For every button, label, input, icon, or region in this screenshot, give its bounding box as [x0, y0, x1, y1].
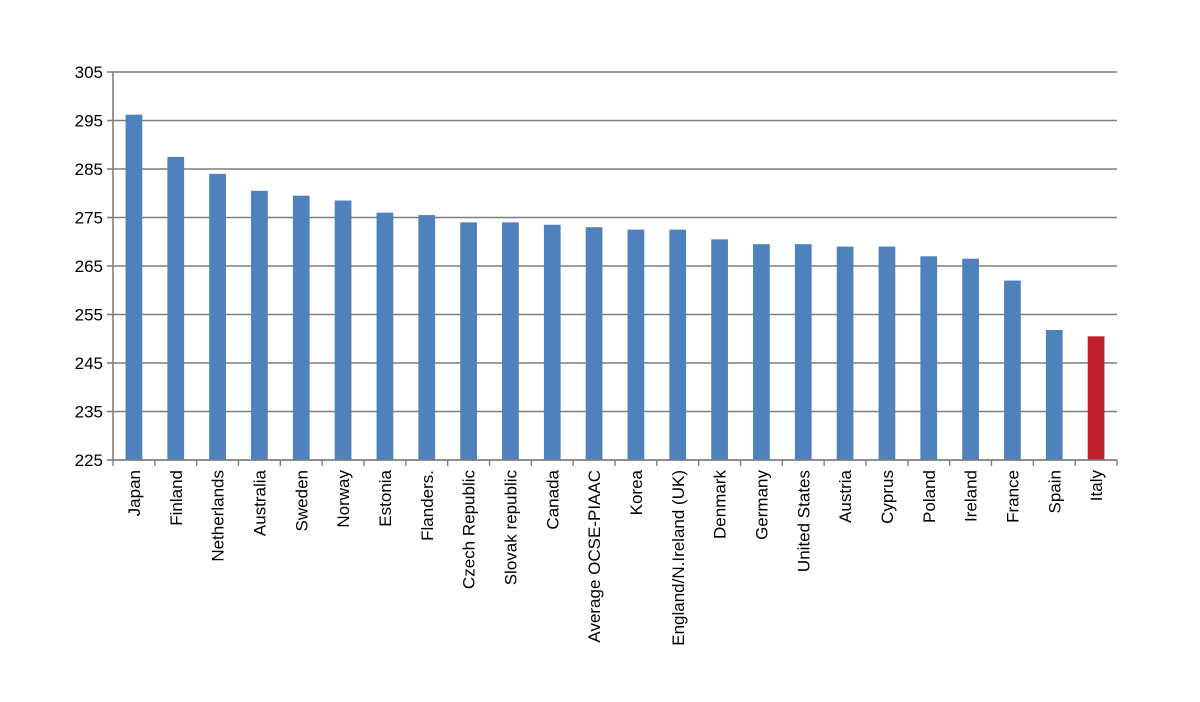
y-tick-label: 285: [75, 160, 103, 179]
bar-average-ocse-piaac: [585, 227, 603, 460]
bar-netherlands: [209, 173, 226, 460]
x-category-label: Norway: [334, 470, 353, 528]
x-category-label: Netherlands: [209, 470, 228, 562]
x-category-label: Denmark: [711, 470, 730, 539]
x-category-label: Poland: [920, 470, 939, 523]
y-tick-label: 225: [75, 451, 103, 470]
x-category-label: Korea: [627, 469, 646, 515]
bar-japan: [125, 114, 143, 461]
x-category-label: France: [1003, 470, 1022, 523]
bar-poland: [920, 256, 938, 460]
bar-ireland: [962, 258, 979, 460]
x-category-label: United States: [794, 470, 813, 572]
bar-korea: [627, 229, 645, 460]
x-category-label: England/N.Ireland (UK): [669, 470, 688, 646]
x-category-label: Spain: [1045, 470, 1064, 513]
y-tick-label: 305: [75, 63, 103, 82]
x-category-label: Japan: [125, 470, 144, 516]
bar-sweden: [292, 195, 310, 461]
bar-denmark: [711, 239, 728, 460]
bar-finland: [167, 156, 185, 460]
axes: [107, 71, 1118, 466]
y-tick-label: 235: [75, 403, 103, 422]
x-category-label: Slovak republic: [501, 470, 520, 586]
x-category-label: Finland: [167, 470, 186, 526]
bar-estonia: [376, 212, 394, 460]
bar-france: [1004, 280, 1021, 460]
x-category-label: Austria: [836, 469, 855, 522]
y-tick-label: 255: [75, 306, 103, 325]
bar-norway: [334, 200, 352, 460]
x-category-label: Canada: [543, 469, 562, 529]
x-category-label: Average OCSE-PIAAC: [585, 470, 604, 643]
bar-czech-republic: [460, 222, 477, 460]
bar-austria: [836, 246, 854, 460]
x-category-label: Cyprus: [878, 470, 897, 524]
x-category-label: Czech Republic: [460, 470, 479, 590]
bar-cyprus: [878, 246, 896, 460]
bar-flanders: [418, 215, 436, 460]
x-category-label: Flanders.: [418, 470, 437, 541]
bar-germany: [753, 244, 770, 460]
bar-united-states: [794, 244, 812, 460]
x-category-label: Sweden: [292, 470, 311, 531]
x-category-label: Italy: [1087, 470, 1106, 502]
x-category-label: Ireland: [962, 470, 981, 522]
y-tick-label: 265: [75, 257, 103, 276]
x-category-label: Estonia: [376, 469, 395, 526]
bar-italy: [1087, 336, 1105, 460]
bar-australia: [251, 190, 268, 460]
bar-canada: [543, 224, 561, 460]
bar-spain: [1045, 330, 1063, 460]
y-tick-label: 295: [75, 112, 103, 131]
y-tick-label: 245: [75, 354, 103, 373]
y-tick-label: 275: [75, 209, 103, 228]
labels: 225 235 245 255 265 275 285 295 305 Japan Finland N…: [75, 63, 1106, 646]
gridlines: [113, 71, 1117, 461]
bars: [125, 114, 1105, 461]
bar-slovak-republic: [502, 222, 519, 460]
bar-england-n-ireland-uk: [669, 229, 687, 460]
x-category-label: Germany: [752, 470, 771, 540]
x-category-label: Australia: [250, 469, 269, 536]
